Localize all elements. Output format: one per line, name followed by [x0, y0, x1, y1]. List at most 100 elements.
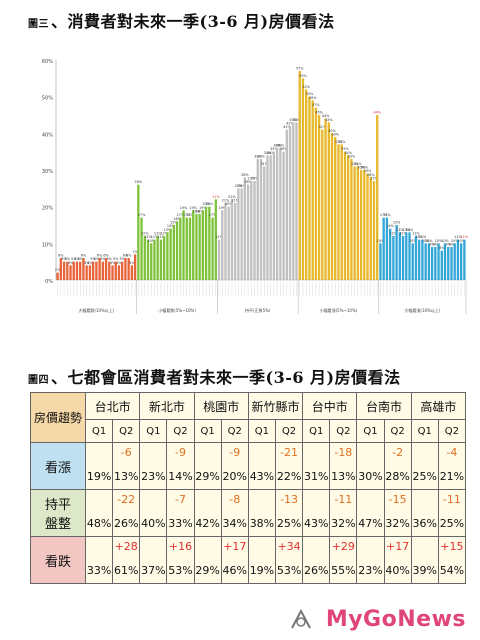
change-value: -18: [334, 446, 353, 459]
bar-value-label: 11%: [144, 235, 152, 239]
bar-value-label: 20%: [206, 202, 214, 206]
figure-number-4: 圖四: [28, 375, 49, 386]
bar: [127, 258, 130, 280]
bar: [353, 166, 356, 280]
q2-value: -8 34%: [220, 489, 249, 537]
bar-value-label: 17%: [177, 213, 185, 217]
bar-value-label: 45%: [315, 111, 323, 115]
bar-value-label: 26%: [244, 180, 252, 184]
bar: [301, 78, 305, 280]
quarter-header: Q1: [302, 419, 331, 443]
change-value: +17: [386, 540, 410, 553]
city-header: 新竹縣市: [247, 392, 304, 420]
bar-value-label: 5%: [113, 257, 119, 261]
bar-value-label: 5%: [78, 257, 84, 261]
bar: [340, 144, 343, 280]
bar-value-label: 12%: [141, 232, 149, 236]
y-tick-label: 60%: [42, 59, 53, 65]
figure-title-4: 、七都會區消費者對未來一季(3-6 月)房價看法: [51, 368, 401, 387]
q2-value: -6 13%: [112, 442, 141, 490]
bar: [150, 243, 153, 280]
q1-value: 30%: [356, 442, 385, 490]
bar-value-label: 11%: [461, 235, 469, 239]
group-label: 大幅看漲(10%以上): [404, 307, 440, 313]
bar-value-label: 28%: [367, 173, 375, 177]
bar-value-label: 18%: [196, 210, 204, 214]
bar-value-label: 57%: [296, 67, 304, 71]
bar: [121, 261, 124, 280]
bar: [395, 225, 398, 280]
q1-value: 36%: [410, 489, 439, 537]
change-value: -11: [442, 493, 461, 506]
q1-value: 43%: [302, 489, 331, 537]
q2-value: -4 21%: [437, 442, 467, 490]
q2-value: -2 28%: [383, 442, 412, 490]
q1-value: 26%: [302, 536, 331, 584]
q1-value: 33%: [84, 536, 114, 584]
bar: [88, 265, 92, 280]
corner-header: 房價趨勢: [30, 392, 86, 443]
bar: [214, 199, 217, 280]
city-header: 新北市: [139, 392, 195, 420]
bar-value-label: 19%: [180, 206, 188, 210]
bar: [317, 115, 321, 280]
bar-value-label: 12%: [154, 232, 162, 236]
bar-value-label: 11%: [454, 235, 462, 239]
bar: [385, 217, 389, 280]
bar: [440, 250, 443, 280]
bar: [427, 243, 431, 280]
bar-value-label: 43%: [293, 118, 301, 122]
bar: [414, 236, 418, 280]
quarter-header: Q2: [112, 419, 141, 443]
change-value: +15: [440, 540, 464, 553]
bar: [221, 210, 224, 280]
bar: [153, 239, 156, 280]
figure-title: 、消費者對未來一季(3-6 月)房價看法: [51, 12, 335, 31]
bar: [188, 217, 192, 280]
bar: [114, 261, 117, 280]
bar-value-label: 10%: [457, 239, 465, 243]
quarter-header: Q1: [139, 419, 168, 443]
bar: [98, 258, 101, 280]
bar: [82, 258, 85, 280]
city-table: 房價趨勢 台北市 新北市 桃園市 新竹縣市 台中市 台南市 高雄市 Q1 Q2 Q1 Q2 Q1 Q2 Q1…: [30, 392, 467, 584]
bar: [334, 137, 337, 280]
bar: [66, 261, 69, 280]
bar: [182, 210, 185, 280]
bar-value-label: 8%: [439, 246, 445, 250]
bar: [285, 129, 288, 280]
quarter-header: Q2: [274, 419, 304, 443]
group-label: 小幅看跌(5%~10%): [158, 307, 196, 313]
bar: [104, 258, 108, 280]
bar: [217, 239, 221, 280]
bar: [359, 170, 363, 280]
bar-value-label: 37%: [335, 140, 343, 144]
bar-value-label: 4%: [84, 261, 90, 265]
bar-value-label: 41%: [319, 125, 327, 129]
bar: [140, 217, 143, 280]
q2-value: +28 61%: [112, 536, 141, 584]
bar: [227, 206, 230, 280]
bar-value-label: 19%: [218, 206, 226, 210]
bar-value-label: 9%: [433, 243, 439, 247]
bar: [372, 181, 376, 280]
bar: [408, 232, 411, 280]
change-value: +17: [223, 540, 247, 553]
bar: [392, 236, 395, 280]
q1-value: 43%: [247, 442, 276, 490]
bar-value-label: 15%: [393, 221, 401, 225]
bar: [137, 184, 140, 280]
bar-value-label: 19%: [189, 206, 197, 210]
bar-value-label: 6%: [103, 254, 109, 258]
bar-value-label: 5%: [61, 257, 67, 261]
q2-value: -18 13%: [329, 442, 358, 490]
bar: [162, 236, 166, 280]
bar: [62, 261, 66, 280]
bar-value-label: 27%: [251, 177, 259, 181]
change-value: -21: [280, 446, 299, 459]
bar-value-label: 12%: [412, 232, 420, 236]
bar-value-label: 31%: [260, 162, 268, 166]
q1-value: 40%: [139, 489, 168, 537]
bar-value-label: 9%: [429, 243, 435, 247]
quarter-header: Q2: [329, 419, 358, 443]
